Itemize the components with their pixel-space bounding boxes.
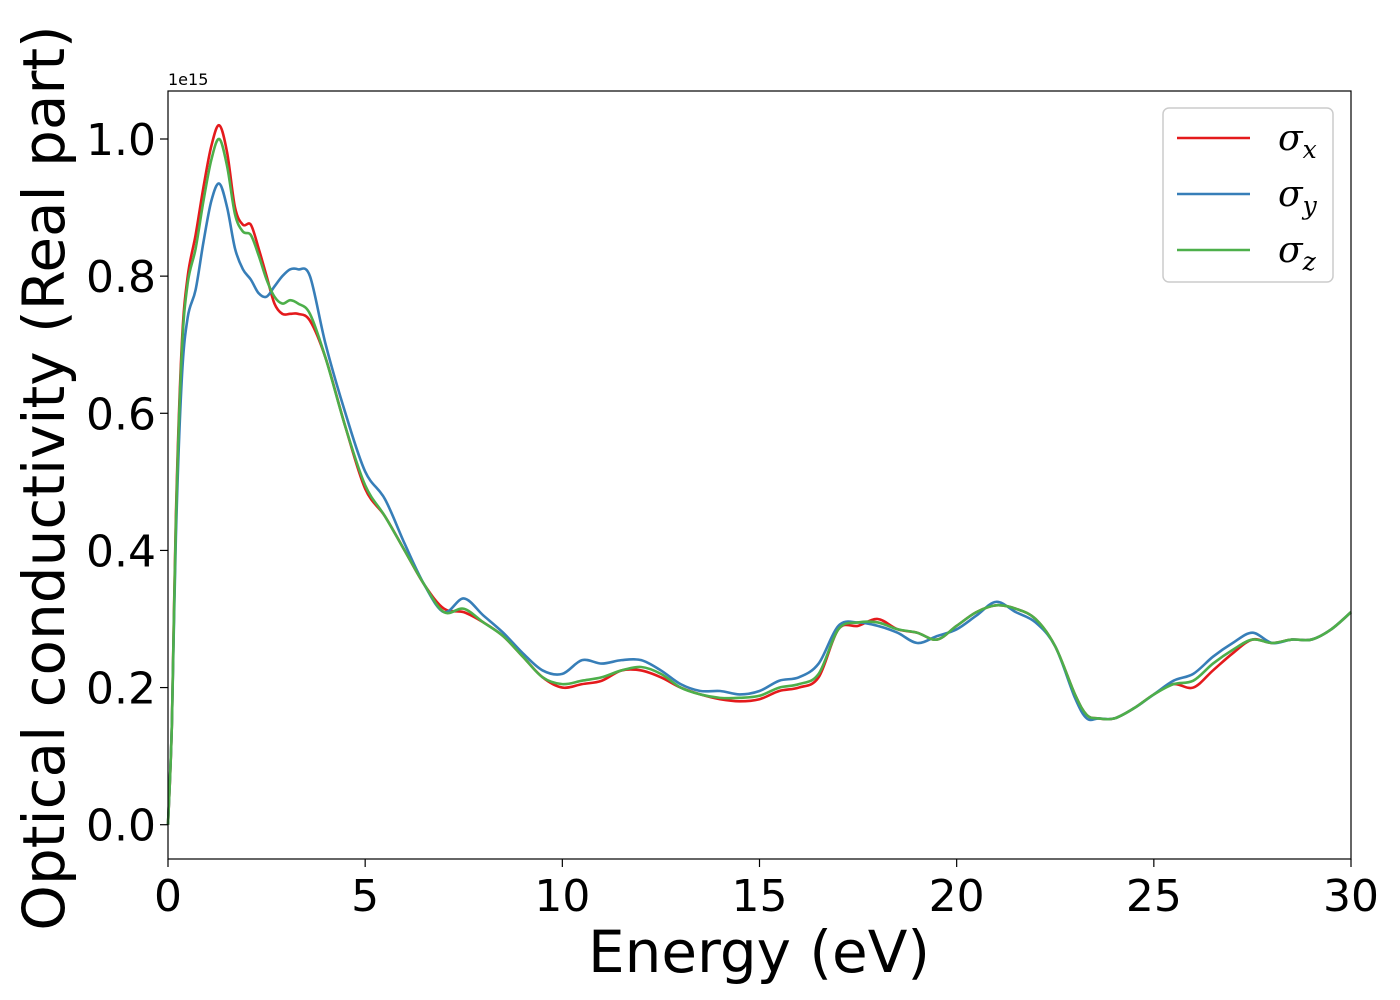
x-tick-label: 30: [1323, 871, 1379, 922]
x-tick-label: 0: [154, 871, 182, 922]
y-tick-label: 1.0: [86, 115, 156, 166]
y-tick-label: 0.8: [86, 252, 156, 303]
y-offset-label: 1e15: [168, 70, 208, 89]
plot-area: [168, 91, 1351, 859]
y-axis-title: Optical conductivity (Real part): [10, 25, 78, 930]
legend-subscript: y: [1302, 191, 1318, 220]
y-tick-label: 0.2: [86, 664, 156, 715]
legend-subscript: x: [1303, 135, 1317, 164]
y-tick-label: 0.4: [86, 526, 156, 577]
x-tick-label: 5: [351, 871, 379, 922]
y-axis: 0.0 0.2 0.4 0.6 0.8 1.0: [86, 115, 168, 852]
series-line-z: [166, 137, 1352, 825]
x-tick-label: 20: [929, 871, 985, 922]
x-axis: 0 5 10 15 20 25 30: [154, 859, 1379, 922]
x-tick-label: 25: [1126, 871, 1182, 922]
series-layer: [166, 123, 1352, 825]
x-tick-label: 10: [534, 871, 590, 922]
legend-subscript: z: [1302, 247, 1317, 276]
x-tick-label: 15: [732, 871, 788, 922]
y-tick-label: 0.6: [86, 389, 156, 440]
x-axis-title: Energy (eV): [588, 918, 930, 986]
y-tick-label: 0.0: [86, 801, 156, 852]
